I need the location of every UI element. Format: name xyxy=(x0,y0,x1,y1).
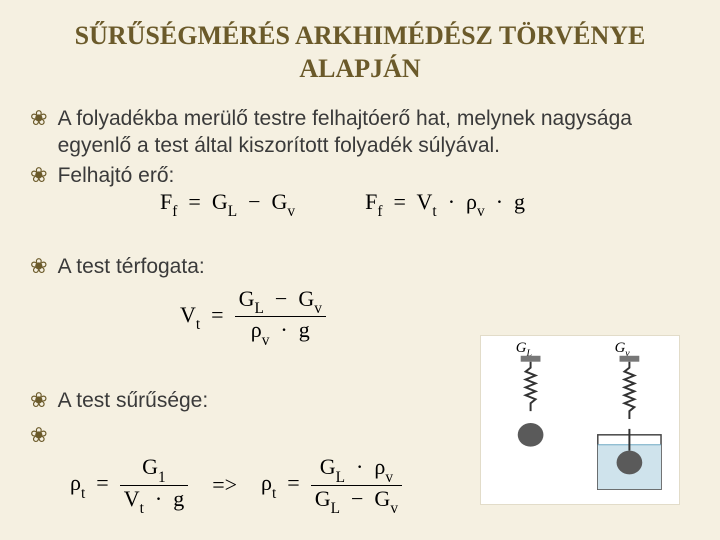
equation-row-buoyancy: Ff = GL − Gv Ff = Vt · ρv · g xyxy=(160,189,690,219)
bullet-text-3: A test térfogata: xyxy=(58,253,205,280)
equation-vt: Vt = GL − Gv ρv · g xyxy=(180,287,326,347)
bullet-line-1: ❀ A folyadékba merülő testre felhajtóerő… xyxy=(30,105,690,160)
equation-rho-1: ρt = G1 Vt · g xyxy=(70,455,188,515)
bullet-text-4: A test sűrűsége: xyxy=(58,387,209,414)
bullet-line-2: ❀ Felhajtó erő: xyxy=(30,162,690,189)
slide-title: SŰRŰSÉGMÉRÉS ARKHIMÉDÉSZ TÖRVÉNYE ALAPJÁ… xyxy=(30,20,690,85)
equation-ff-vt-rho-g: Ff = Vt · ρv · g xyxy=(365,189,525,219)
slide: SŰRŰSÉGMÉRÉS ARKHIMÉDÉSZ TÖRVÉNYE ALAPJÁ… xyxy=(0,0,720,540)
bullet-icon: ❀ xyxy=(30,162,48,189)
equation-ff-gl-gv: Ff = GL − Gv xyxy=(160,189,295,219)
bullet-line-3: ❀ A test térfogata: xyxy=(30,253,690,280)
bullet-text-1: A folyadékba merülő testre felhajtóerő h… xyxy=(58,105,690,160)
equation-rho-2: ρt = GL · ρv GL − Gv xyxy=(261,455,402,515)
diagram-archimedes: GL Gv xyxy=(480,335,680,505)
bullet-icon: ❀ xyxy=(30,253,48,280)
bullet-icon: ❀ xyxy=(30,105,48,132)
bullet-icon: ❀ xyxy=(30,422,48,449)
bullet-icon: ❀ xyxy=(30,387,48,414)
arrow-symbol: => xyxy=(212,472,237,498)
bullet-text-2: Felhajtó erő: xyxy=(58,162,175,189)
